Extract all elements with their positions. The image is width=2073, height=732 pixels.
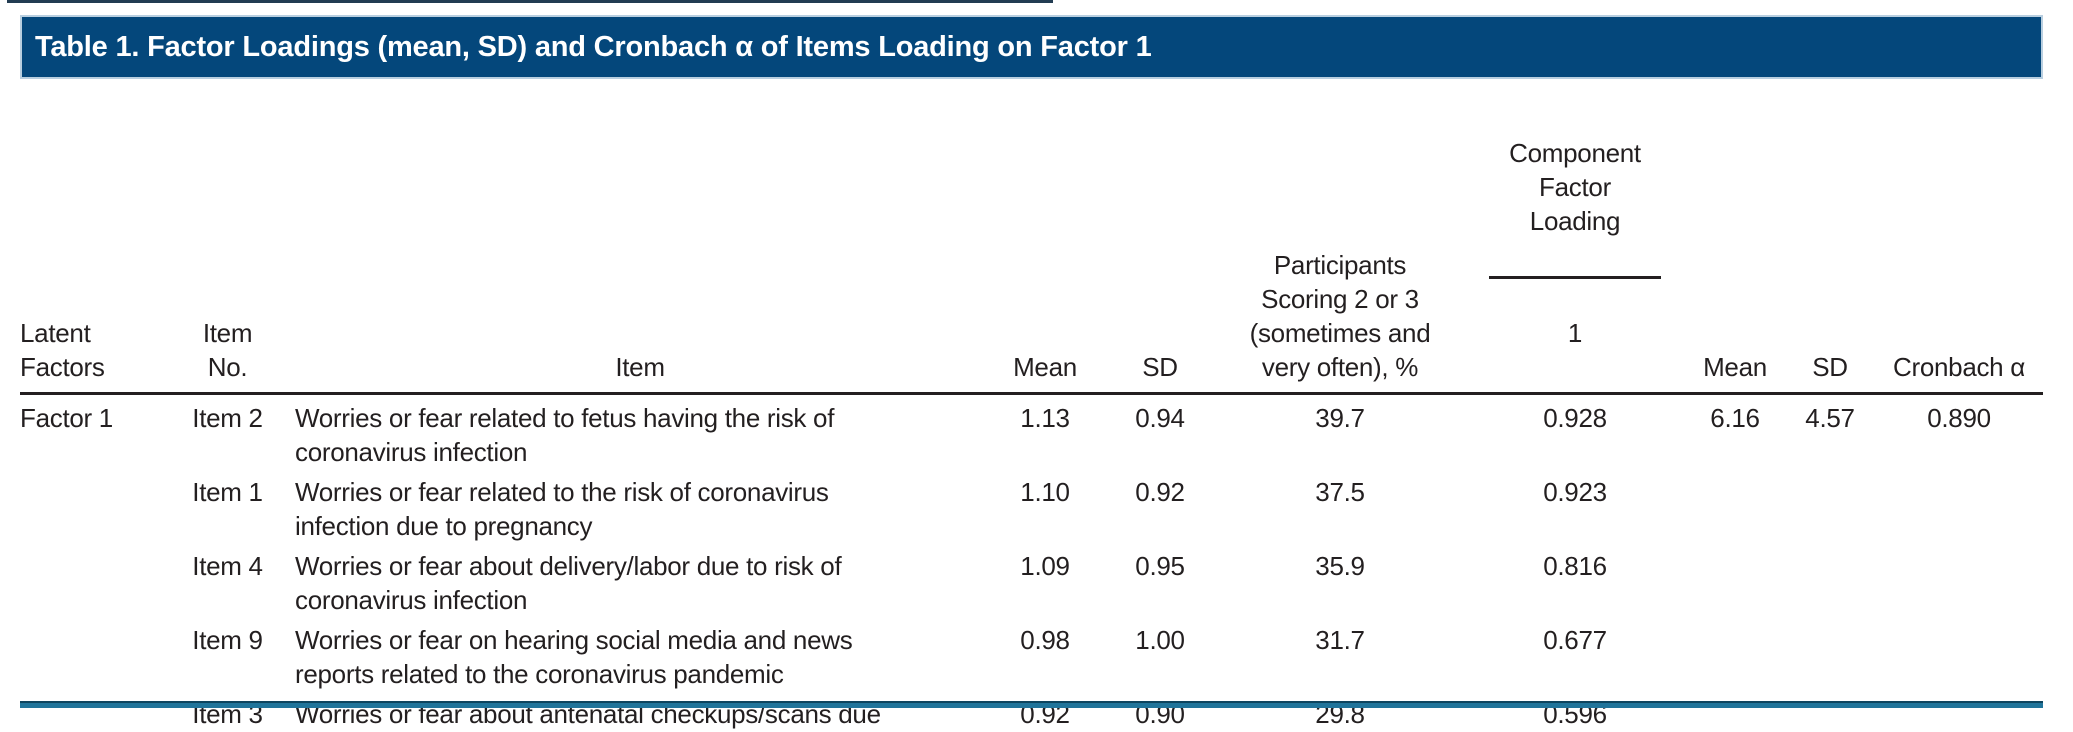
cell-item-text: Worries or fear about antenatal checkups… xyxy=(295,699,881,729)
cell-item-text: Worries or fear about delivery/labor due… xyxy=(295,551,842,615)
cell-mean-factor xyxy=(1685,543,1785,617)
cell-mean-factor xyxy=(1685,691,1785,732)
col-header-item: Item xyxy=(295,88,985,395)
table-bottom-rule xyxy=(20,701,2043,708)
cell-sd-factor xyxy=(1785,617,1875,691)
cell-mean-item: 1.09 xyxy=(1020,551,1070,581)
cell-mean-factor xyxy=(1685,617,1785,691)
table-row: Item 1 Worries or fear related to the ri… xyxy=(20,469,2043,543)
factor-loadings-table: Latent Factors Item No. Item Mean SD Par… xyxy=(20,88,2043,732)
col-header-sd-item: SD xyxy=(1105,88,1215,395)
loading-group-label: Component Factor Loading xyxy=(1509,138,1641,236)
col-header-participants-pct: Participants Scoring 2 or 3 (sometimes a… xyxy=(1215,88,1465,395)
cell-sd-factor xyxy=(1785,469,1875,543)
table-title-bar: Table 1. Factor Loadings (mean, SD) and … xyxy=(20,15,2043,79)
cell-loading: 0.677 xyxy=(1543,625,1607,655)
cell-loading: 0.928 xyxy=(1543,403,1607,433)
cell-loading: 0.923 xyxy=(1543,477,1607,507)
page-top-rule xyxy=(7,0,1053,3)
cell-cronbach-alpha xyxy=(1875,469,2043,543)
cell-latent-factor xyxy=(20,691,160,732)
col-header-component-factor-loading: Component Factor Loading 1 xyxy=(1465,88,1685,395)
col-header-sd-factor: SD xyxy=(1785,88,1875,395)
cell-cronbach-alpha xyxy=(1875,617,2043,691)
cell-loading: 0.596 xyxy=(1543,699,1607,729)
cell-item-text: Worries or fear related to the risk of c… xyxy=(295,477,829,541)
cell-item-no: Item 4 xyxy=(192,551,263,581)
cell-latent-factor xyxy=(20,469,160,543)
col-header-latent-factors: Latent Factors xyxy=(20,88,160,395)
cell-cronbach-alpha xyxy=(1875,691,2043,732)
cell-cronbach-alpha xyxy=(1875,543,2043,617)
cell-item-no: Item 9 xyxy=(192,625,263,655)
cell-latent-factor xyxy=(20,543,160,617)
cell-participants-pct: 31.7 xyxy=(1315,625,1365,655)
cell-mean-item: 0.92 xyxy=(1020,699,1070,729)
cell-mean-item: 1.13 xyxy=(1020,403,1070,433)
cell-mean-factor xyxy=(1685,469,1785,543)
cell-sd-item: 0.95 xyxy=(1135,551,1185,581)
cell-item-no: Item 1 xyxy=(192,477,263,507)
cell-cronbach-alpha: 0.890 xyxy=(1927,403,1991,433)
cell-loading: 0.816 xyxy=(1543,551,1607,581)
col-header-mean-factor: Mean xyxy=(1685,88,1785,395)
col-header-cronbach-alpha: Cronbach α xyxy=(1875,88,2043,395)
table-row: Item 3 Worries or fear about antenatal c… xyxy=(20,691,2043,732)
cell-participants-pct: 35.9 xyxy=(1315,551,1365,581)
col-header-item-no: Item No. xyxy=(160,88,295,395)
cell-mean-item: 0.98 xyxy=(1020,625,1070,655)
cell-sd-item: 0.92 xyxy=(1135,477,1185,507)
cell-sd-item: 1.00 xyxy=(1135,625,1185,655)
cell-participants-pct: 29.8 xyxy=(1315,699,1365,729)
table-title: Table 1. Factor Loadings (mean, SD) and … xyxy=(35,30,1152,63)
table-row: Item 4 Worries or fear about delivery/la… xyxy=(20,543,2043,617)
table-row: Factor 1 Item 2 Worries or fear related … xyxy=(20,394,2043,470)
cell-participants-pct: 37.5 xyxy=(1315,477,1365,507)
cell-sd-item: 0.90 xyxy=(1135,699,1185,729)
cell-mean-item: 1.10 xyxy=(1020,477,1070,507)
cell-sd-factor xyxy=(1785,543,1875,617)
cell-sd-item: 0.94 xyxy=(1135,403,1185,433)
cell-sd-factor xyxy=(1785,691,1875,732)
cell-item-text: Worries or fear on hearing social media … xyxy=(295,625,853,689)
loading-sub-label: 1 xyxy=(1567,318,1583,348)
cell-mean-factor: 6.16 xyxy=(1710,403,1760,433)
cell-item-no: Item 3 xyxy=(192,699,263,729)
table-header-row: Latent Factors Item No. Item Mean SD Par… xyxy=(20,88,2043,395)
cell-latent-factor xyxy=(20,617,160,691)
table-row: Item 9 Worries or fear on hearing social… xyxy=(20,617,2043,691)
col-header-mean-item: Mean xyxy=(985,88,1105,395)
cell-participants-pct: 39.7 xyxy=(1315,403,1365,433)
loading-group-underline xyxy=(1489,276,1661,279)
cell-latent-factor: Factor 1 xyxy=(20,403,113,433)
cell-item-text: Worries or fear related to fetus having … xyxy=(295,403,835,467)
cell-item-no: Item 2 xyxy=(192,403,263,433)
cell-sd-factor: 4.57 xyxy=(1805,403,1855,433)
